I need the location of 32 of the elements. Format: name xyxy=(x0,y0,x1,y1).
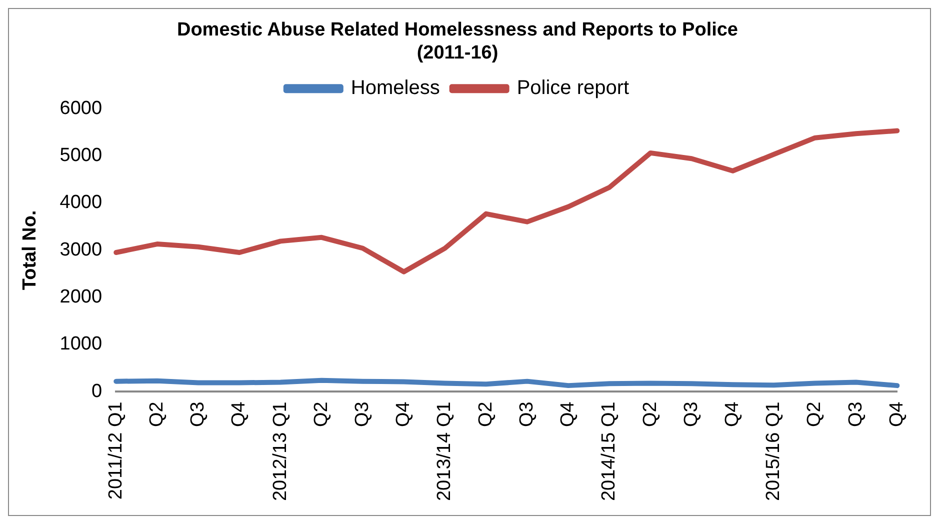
x-tick-label: 2011/12 Q1 xyxy=(105,402,126,500)
y-tick-label: 0 xyxy=(91,380,102,402)
y-tick-label: 3000 xyxy=(60,239,102,260)
x-tick-label: 2015/16 Q1 xyxy=(763,402,784,502)
x-tick-label: Q3 xyxy=(516,402,538,428)
y-tick-label: 4000 xyxy=(60,192,102,214)
x-tick-label: Q2 xyxy=(146,402,168,428)
x-tick-label: Q3 xyxy=(188,402,209,428)
legend-label: Homeless xyxy=(350,77,440,100)
x-tick-label: Q2 xyxy=(640,402,661,428)
x-tick-label: Q4 xyxy=(558,401,579,428)
x-tick-label: Q4 xyxy=(886,401,908,428)
y-tick-label: 5000 xyxy=(60,145,102,166)
legend-label: Police report xyxy=(516,77,630,100)
x-tick-label: 2014/15 Q1 xyxy=(598,402,620,502)
x-tick-label: Q3 xyxy=(845,402,866,428)
x-tick-label: 2013/14 Q1 xyxy=(434,402,456,502)
x-tick-label: Q2 xyxy=(804,402,826,428)
x-tick-label: Q3 xyxy=(680,402,702,428)
text: Domestic Abuse Related Homelessness and Reports to Police xyxy=(176,20,738,41)
x-tick-label: 2012/13 Q1 xyxy=(270,402,291,502)
x-tick-label: Q4 xyxy=(393,401,414,428)
x-tick-label: Q4 xyxy=(722,401,743,428)
text: (2011-16) xyxy=(416,42,498,64)
y-tick-label: 6000 xyxy=(60,98,102,119)
x-tick-label: Q4 xyxy=(228,401,250,428)
y-tick-label: 2000 xyxy=(60,286,102,308)
y-axis-title: Total No. xyxy=(20,210,41,290)
x-tick-label: Q2 xyxy=(475,402,496,428)
x-tick-label: Q3 xyxy=(352,402,373,428)
x-tick-label: Q2 xyxy=(310,402,332,428)
y-tick-label: 1000 xyxy=(60,334,102,355)
